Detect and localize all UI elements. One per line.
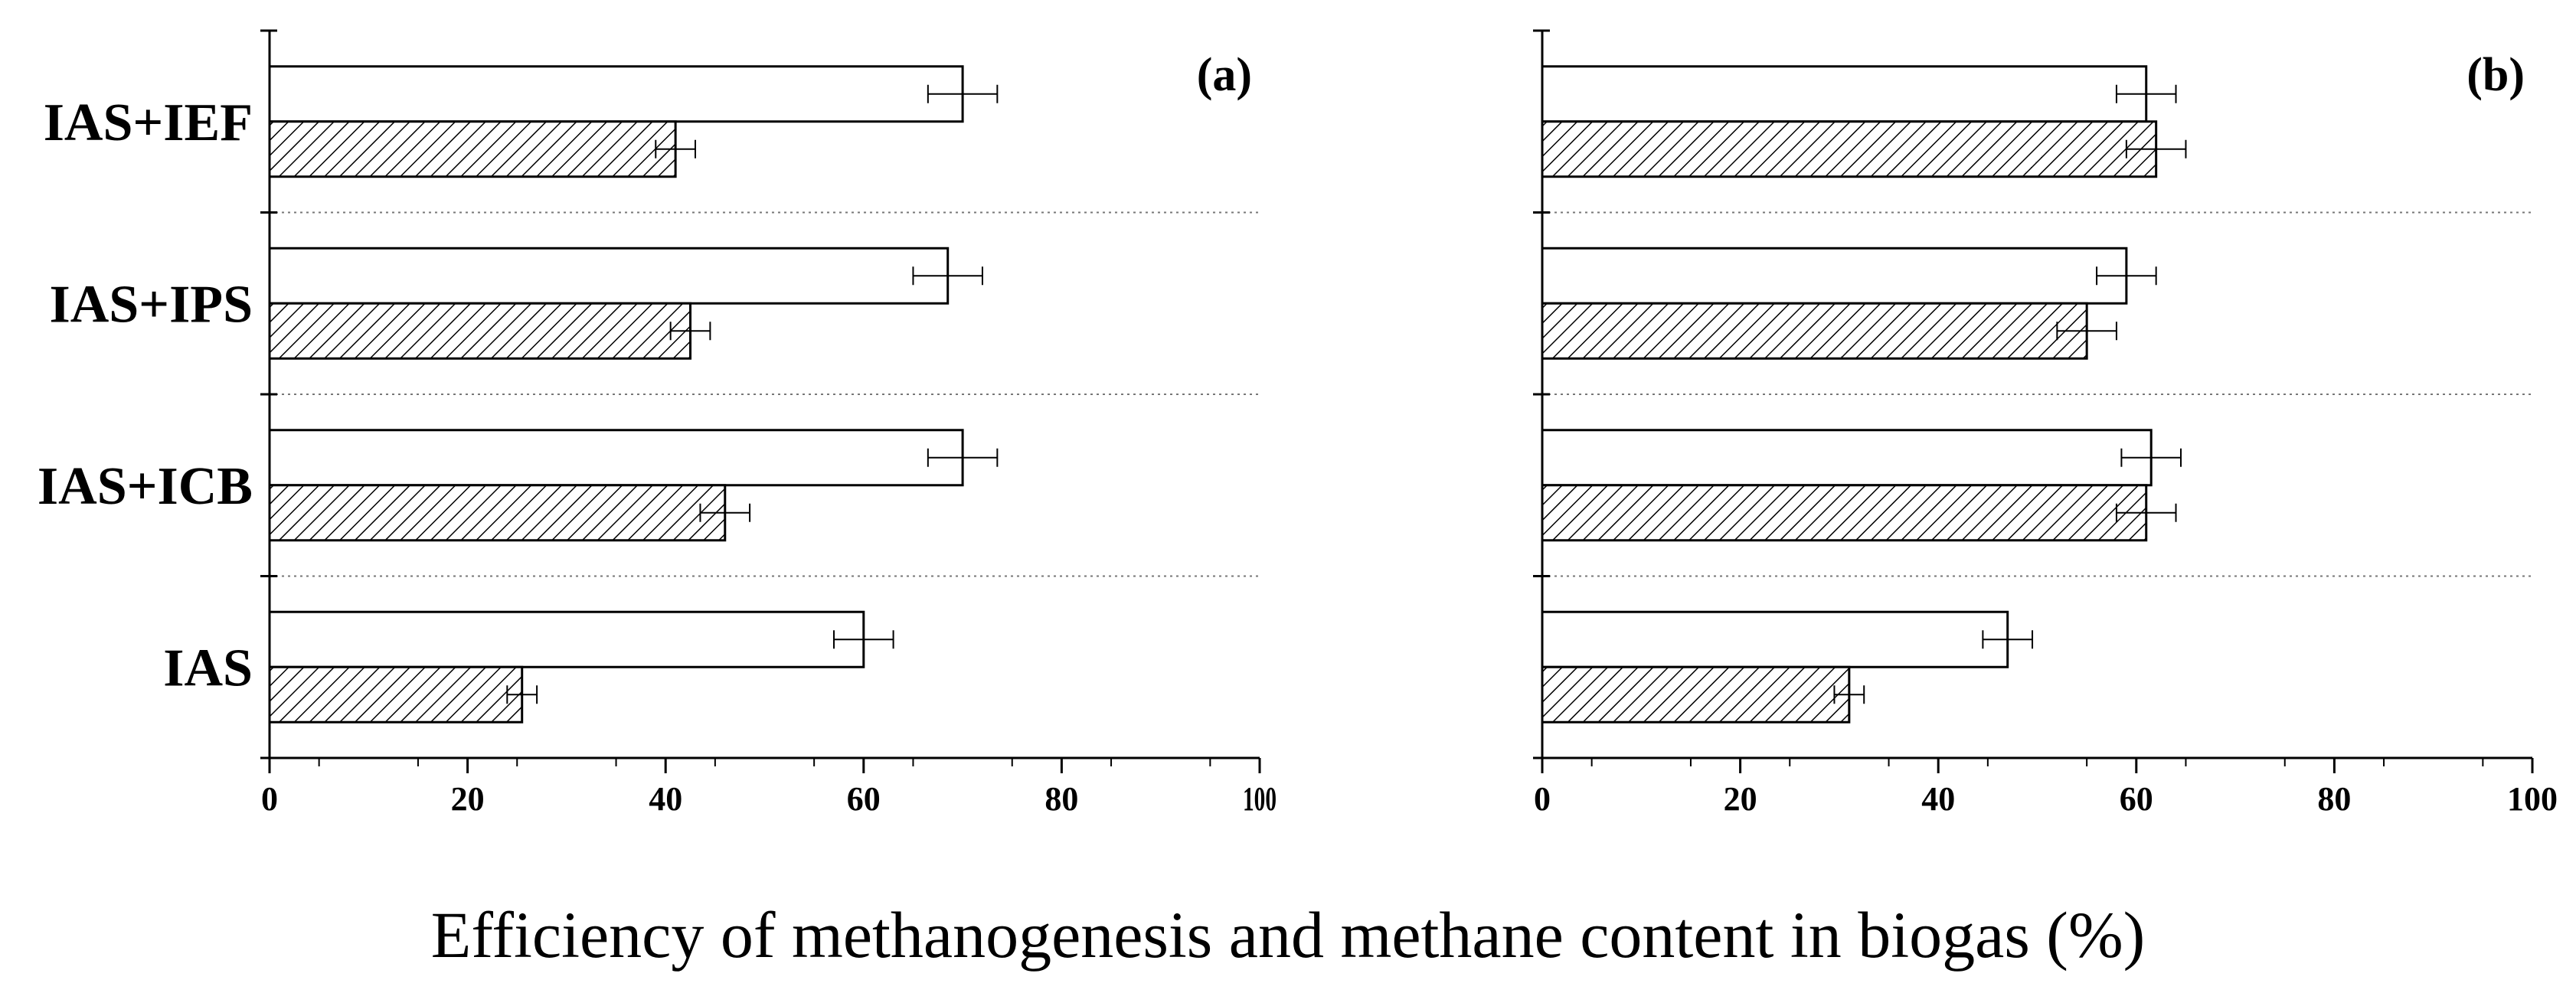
category-label: IAS+ICB <box>38 457 253 516</box>
bar <box>1541 120 2158 178</box>
bar <box>268 610 865 668</box>
category-label: IAS+IPS <box>49 275 253 334</box>
category-label: IAS+IEF <box>44 93 253 152</box>
bar <box>1541 429 2153 487</box>
x-tick-label: 80 <box>1044 780 1078 818</box>
bar <box>1541 610 2009 668</box>
bar <box>1541 247 2128 305</box>
x-tick-label: 20 <box>1724 780 1757 818</box>
bar <box>1541 484 2148 542</box>
bar <box>1541 65 2148 123</box>
x-tick-label: 0 <box>261 780 278 818</box>
category-label: IAS <box>163 639 253 697</box>
panel-label: (a) <box>1197 49 1252 101</box>
x-tick-label: 40 <box>649 780 682 818</box>
bar <box>268 247 950 305</box>
panel-label: (b) <box>2466 49 2525 101</box>
x-tick-label: 100 <box>1243 780 1277 818</box>
x-tick-label: 20 <box>451 780 485 818</box>
x-tick-label: 40 <box>1921 780 1955 818</box>
x-tick-label: 0 <box>1534 780 1551 818</box>
bar <box>268 665 524 724</box>
x-tick-label: 80 <box>2317 780 2351 818</box>
x-tick-label: 100 <box>2507 780 2558 818</box>
x-tick-label: 60 <box>2120 780 2153 818</box>
bar <box>268 302 692 360</box>
x-tick-label: 60 <box>847 780 881 818</box>
bar <box>268 484 727 542</box>
bar <box>268 65 964 123</box>
bar <box>1541 302 2088 360</box>
x-axis-label: Efficiency of methanogenesis and methane… <box>431 898 2145 972</box>
bar <box>1541 665 1851 724</box>
bar <box>268 120 677 178</box>
bar <box>268 429 964 487</box>
